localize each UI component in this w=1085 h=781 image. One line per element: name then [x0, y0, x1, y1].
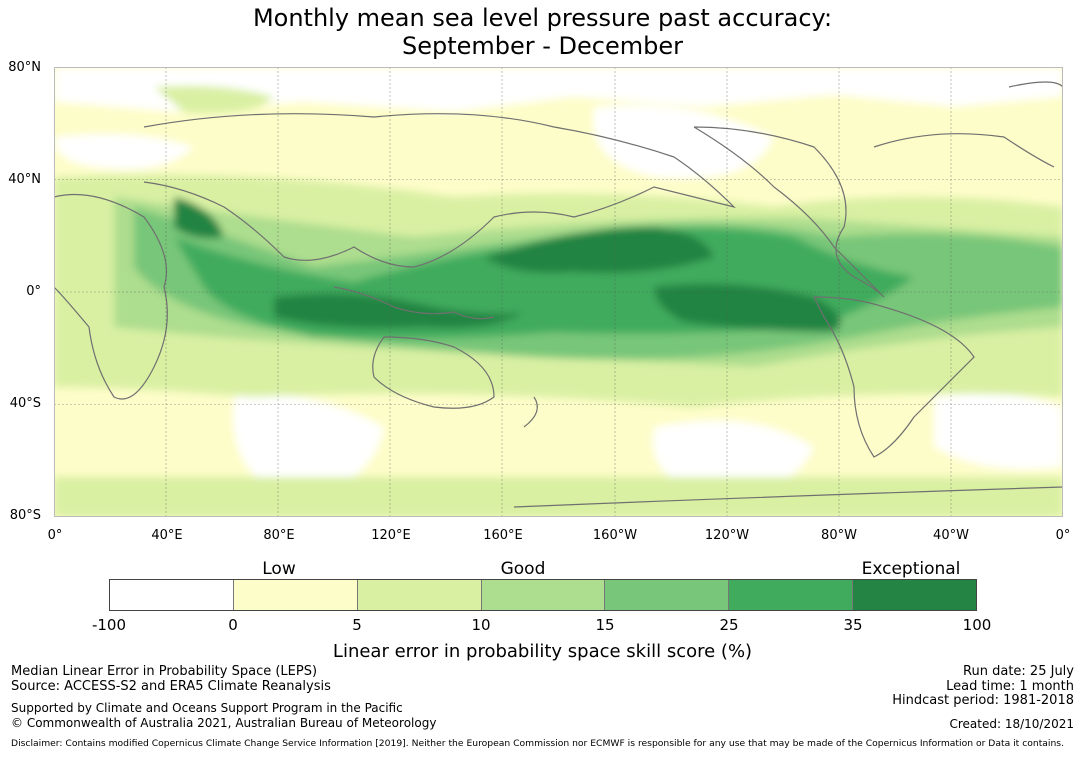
footer-support-line: Supported by Climate and Oceans Support … — [11, 701, 403, 715]
lon-label-0-right: 0° — [1055, 528, 1071, 543]
lead-time: Lead time: 1 month — [946, 679, 1074, 694]
lon-label-40w: 40°W — [933, 528, 969, 543]
colorbar-tick-100: 100 — [962, 616, 992, 634]
skill-score-map — [54, 67, 1063, 517]
colorbar-swatch — [232, 580, 357, 610]
lon-label-0-left: 0° — [47, 528, 63, 543]
lat-label-80n: 80°N — [8, 60, 41, 75]
lon-label-160w: 160°W — [592, 528, 638, 543]
run-date: Run date: 25 July — [963, 664, 1074, 679]
footer-copyright-line: © Commonwealth of Australia 2021, Austra… — [11, 716, 437, 730]
colorbar — [109, 579, 977, 611]
lon-label-80w: 80°W — [821, 528, 857, 543]
disclaimer: Disclaimer: Contains modified Copernicus… — [11, 738, 1065, 749]
colorbar-label-good: Good — [500, 559, 546, 579]
lon-label-120w: 120°W — [704, 528, 750, 543]
colorbar-tick-15: 15 — [595, 616, 615, 634]
title-line-1: Monthly mean sea level pressure past acc… — [252, 4, 833, 32]
colorbar-swatch — [480, 580, 605, 610]
lat-label-40n: 40°N — [8, 172, 41, 187]
map-frame — [54, 67, 1063, 517]
lon-label-160e: 160°E — [483, 528, 523, 543]
hindcast-period: Hindcast period: 1981-2018 — [892, 693, 1074, 708]
graticule — [54, 67, 1063, 517]
map-canvas — [54, 67, 1063, 517]
lon-label-120e: 120°E — [371, 528, 411, 543]
lat-label-40s: 40°S — [9, 396, 41, 411]
colorbar-swatch — [728, 580, 853, 610]
lon-label-80e: 80°E — [263, 528, 295, 543]
map-title: Monthly mean sea level pressure past acc… — [0, 4, 1085, 60]
colorbar-tick-25: 25 — [719, 616, 739, 634]
colorbar-swatch — [356, 580, 481, 610]
colorbar-swatch — [852, 580, 977, 610]
colorbar-tick-minus100: -100 — [91, 616, 127, 634]
lat-label-80s: 80°S — [9, 508, 41, 523]
colorbar-label-low: Low — [262, 559, 296, 579]
footer-source-line: Source: ACCESS-S2 and ERA5 Climate Reana… — [11, 679, 331, 694]
skill-shading — [54, 67, 1063, 517]
colorbar-swatches — [110, 580, 977, 610]
colorbar-tick-0: 0 — [228, 616, 238, 634]
colorbar-tick-35: 35 — [843, 616, 863, 634]
colorbar-tick-5: 5 — [352, 616, 362, 634]
lat-label-0: 0° — [26, 284, 41, 299]
footer-leps-line: Median Linear Error in Probability Space… — [11, 664, 318, 679]
lon-label-40e: 40°E — [151, 528, 183, 543]
title-line-2: September - December — [401, 32, 684, 60]
colorbar-swatch — [110, 580, 233, 610]
colorbar-label-exceptional: Exceptional — [861, 559, 961, 579]
created-date: Created: 18/10/2021 — [949, 717, 1074, 731]
coastlines — [54, 81, 1063, 508]
colorbar-tick-10: 10 — [471, 616, 491, 634]
colorbar-swatch — [604, 580, 729, 610]
colorbar-title: Linear error in probability space skill … — [332, 641, 753, 662]
